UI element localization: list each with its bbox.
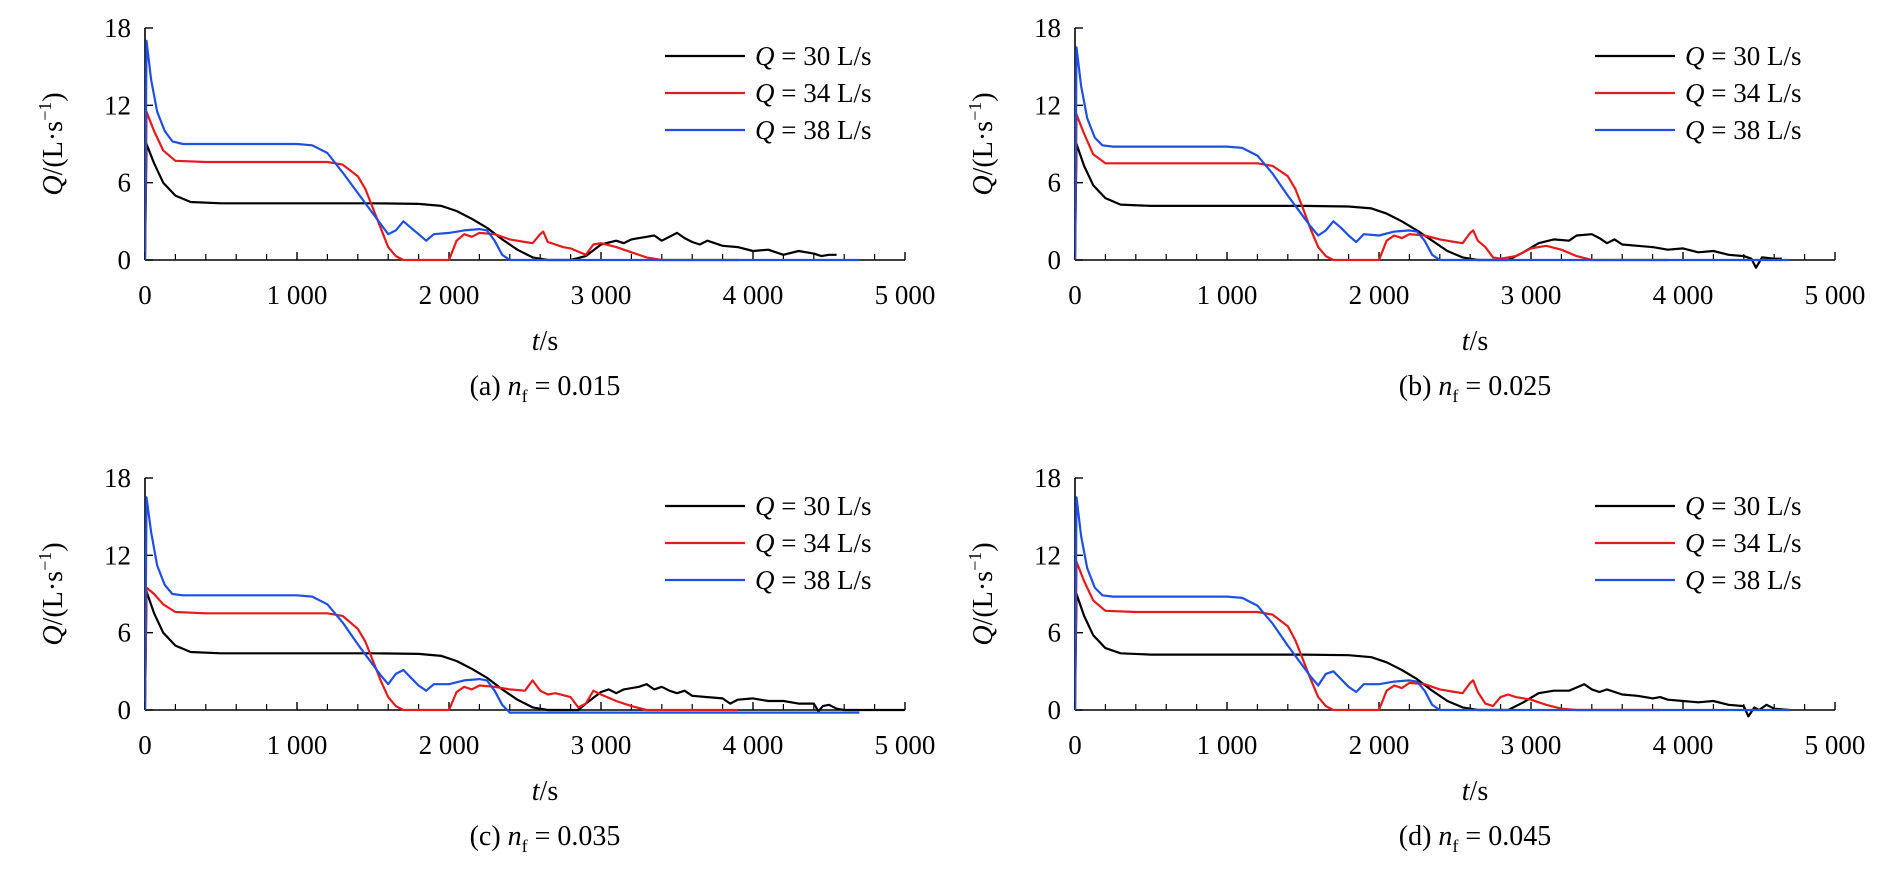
x-axis-label: t/s bbox=[1462, 326, 1488, 357]
series-line-1 bbox=[145, 590, 905, 713]
legend-label: Q = 38 L/s bbox=[1685, 565, 1801, 595]
y-tick-label: 12 bbox=[1034, 540, 1061, 570]
y-axis-label: Q/(L·s−1) bbox=[35, 542, 69, 645]
series-line-3 bbox=[145, 496, 860, 714]
x-tick-label: 1 000 bbox=[1197, 280, 1258, 310]
x-tick-label: 0 bbox=[138, 280, 152, 310]
y-axis-label: Q/(L·s−1) bbox=[35, 92, 69, 195]
chart-panel-a: 0 6 12 18 0 1 000 2 000 3 000 4 000 5 000 Q/(L·s−1… bbox=[35, 13, 935, 406]
series-line-2 bbox=[145, 586, 738, 712]
x-tick-label: 1 000 bbox=[267, 280, 328, 310]
x-tick-label: 3 000 bbox=[571, 730, 632, 760]
x-tick-label: 1 000 bbox=[267, 730, 328, 760]
x-tick-label: 0 bbox=[1068, 280, 1082, 310]
y-tick-label: 0 bbox=[118, 245, 132, 275]
x-tick-label: 2 000 bbox=[419, 730, 480, 760]
legend-label: Q = 30 L/s bbox=[755, 41, 871, 71]
y-tick-label: 12 bbox=[104, 540, 131, 570]
legend-label: Q = 34 L/s bbox=[755, 78, 871, 108]
series-line-2 bbox=[1075, 560, 1661, 712]
legend-label: Q = 30 L/s bbox=[1685, 41, 1801, 71]
y-tick-label: 18 bbox=[104, 463, 131, 493]
y-tick-label: 12 bbox=[104, 90, 131, 120]
y-tick-label: 0 bbox=[1048, 695, 1062, 725]
series-line-2 bbox=[1075, 113, 1668, 262]
series-line-3 bbox=[145, 39, 860, 262]
x-tick-label: 4 000 bbox=[1653, 730, 1714, 760]
x-tick-label: 4 000 bbox=[723, 280, 784, 310]
x-tick-label: 2 000 bbox=[419, 280, 480, 310]
x-tick-label: 5 000 bbox=[875, 730, 936, 760]
x-tick-label: 0 bbox=[138, 730, 152, 760]
x-tick-label: 3 000 bbox=[571, 280, 632, 310]
y-tick-label: 12 bbox=[1034, 90, 1061, 120]
x-axis-label: t/s bbox=[532, 326, 558, 357]
x-axis-label: t/s bbox=[1462, 776, 1488, 807]
chart-panel-b: 0 6 12 18 0 1 000 2 000 3 000 4 000 5 000 Q/(L·s−1… bbox=[965, 13, 1865, 406]
series-line-1 bbox=[1075, 592, 1790, 718]
legend-label: Q = 34 L/s bbox=[755, 528, 871, 558]
y-axis-label: Q/(L·s−1) bbox=[965, 92, 999, 195]
y-tick-label: 6 bbox=[1048, 618, 1062, 648]
series-line-3 bbox=[1075, 496, 1790, 712]
x-tick-label: 1 000 bbox=[1197, 730, 1258, 760]
y-tick-label: 18 bbox=[1034, 13, 1061, 43]
series-line-2 bbox=[145, 110, 738, 262]
y-tick-label: 0 bbox=[118, 695, 132, 725]
y-tick-label: 0 bbox=[1048, 245, 1062, 275]
y-tick-label: 6 bbox=[1048, 168, 1062, 198]
panel-caption: (d) nf = 0.045 bbox=[1399, 821, 1551, 856]
x-axis-label: t/s bbox=[532, 776, 558, 807]
y-tick-label: 18 bbox=[104, 13, 131, 43]
y-tick-label: 18 bbox=[1034, 463, 1061, 493]
x-tick-label: 5 000 bbox=[1805, 280, 1866, 310]
x-tick-label: 2 000 bbox=[1349, 280, 1410, 310]
x-tick-label: 4 000 bbox=[1653, 280, 1714, 310]
legend-label: Q = 30 L/s bbox=[1685, 491, 1801, 521]
x-tick-label: 5 000 bbox=[1805, 730, 1866, 760]
legend-label: Q = 38 L/s bbox=[1685, 115, 1801, 145]
chart-panel-d: 0 6 12 18 0 1 000 2 000 3 000 4 000 5 000 Q/(L·s−1… bbox=[965, 463, 1865, 856]
x-tick-label: 3 000 bbox=[1501, 730, 1562, 760]
legend-label: Q = 34 L/s bbox=[1685, 78, 1801, 108]
y-tick-label: 6 bbox=[118, 618, 132, 648]
y-tick-label: 6 bbox=[118, 168, 132, 198]
x-tick-label: 3 000 bbox=[1501, 280, 1562, 310]
panel-caption: (c) nf = 0.035 bbox=[470, 821, 621, 856]
legend-label: Q = 30 L/s bbox=[755, 491, 871, 521]
series-line-1 bbox=[145, 142, 837, 262]
series-line-3 bbox=[1075, 46, 1790, 262]
legend-label: Q = 34 L/s bbox=[1685, 528, 1801, 558]
legend-label: Q = 38 L/s bbox=[755, 115, 871, 145]
y-axis-label: Q/(L·s−1) bbox=[965, 542, 999, 645]
legend-label: Q = 38 L/s bbox=[755, 565, 871, 595]
panel-caption: (b) nf = 0.025 bbox=[1399, 371, 1551, 406]
x-tick-label: 5 000 bbox=[875, 280, 936, 310]
series-line-1 bbox=[1075, 142, 1782, 269]
x-tick-label: 2 000 bbox=[1349, 730, 1410, 760]
x-tick-label: 4 000 bbox=[723, 730, 784, 760]
chart-panel-c: 0 6 12 18 0 1 000 2 000 3 000 4 000 5 000 Q/(L·s−1… bbox=[35, 463, 935, 856]
panel-caption: (a) nf = 0.015 bbox=[470, 371, 621, 406]
x-tick-label: 0 bbox=[1068, 730, 1082, 760]
